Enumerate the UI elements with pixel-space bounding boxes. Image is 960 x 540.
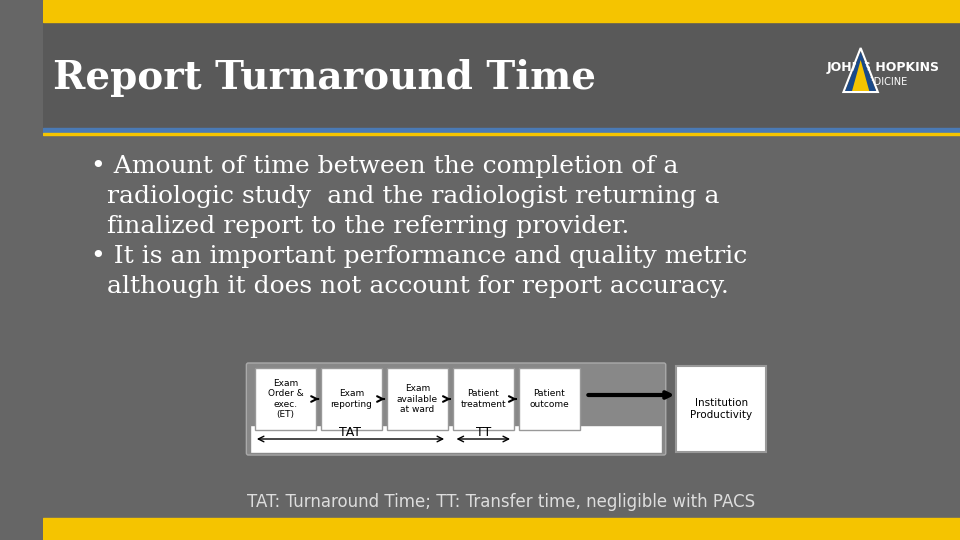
Text: TAT: Turnaround Time; TT: Transfer time, negligible with PACS: TAT: Turnaround Time; TT: Transfer time,… [248,493,756,511]
FancyBboxPatch shape [321,368,382,430]
Text: • Amount of time between the completion of a: • Amount of time between the completion … [90,155,678,178]
Text: finalized report to the referring provider.: finalized report to the referring provid… [90,215,629,238]
FancyBboxPatch shape [387,368,448,430]
Text: JOHNS HOPKINS: JOHNS HOPKINS [828,62,940,75]
Text: Exam
reporting: Exam reporting [330,389,372,409]
Bar [43,133,960,135]
Text: Exam
Order &
exec.
(ET): Exam Order & exec. (ET) [268,379,303,419]
Text: Report Turnaround Time: Report Turnaround Time [53,59,596,97]
Text: Patient
outcome: Patient outcome [529,389,569,409]
FancyBboxPatch shape [518,368,580,430]
Text: MEDICINE: MEDICINE [859,77,908,87]
Text: Institution
Productivity: Institution Productivity [690,398,753,420]
Text: although it does not account for report accuracy.: although it does not account for report … [90,275,729,298]
FancyBboxPatch shape [255,368,316,430]
FancyBboxPatch shape [676,366,766,452]
Text: Patient
treatment: Patient treatment [461,389,506,409]
Bar [43,0,960,22]
Polygon shape [852,60,869,91]
Bar [43,518,960,540]
Bar [43,128,960,133]
Text: TAT: TAT [340,426,362,438]
Text: radiologic study  and the radiologist returning a: radiologic study and the radiologist ret… [90,185,719,208]
FancyBboxPatch shape [247,363,665,455]
Bar [43,22,960,130]
Text: • It is an important performance and quality metric: • It is an important performance and qua… [90,245,747,268]
Polygon shape [846,52,876,91]
FancyBboxPatch shape [453,368,514,430]
Text: TT: TT [475,426,491,438]
Bar [251,425,662,453]
Text: Exam
available
at ward: Exam available at ward [396,384,438,414]
